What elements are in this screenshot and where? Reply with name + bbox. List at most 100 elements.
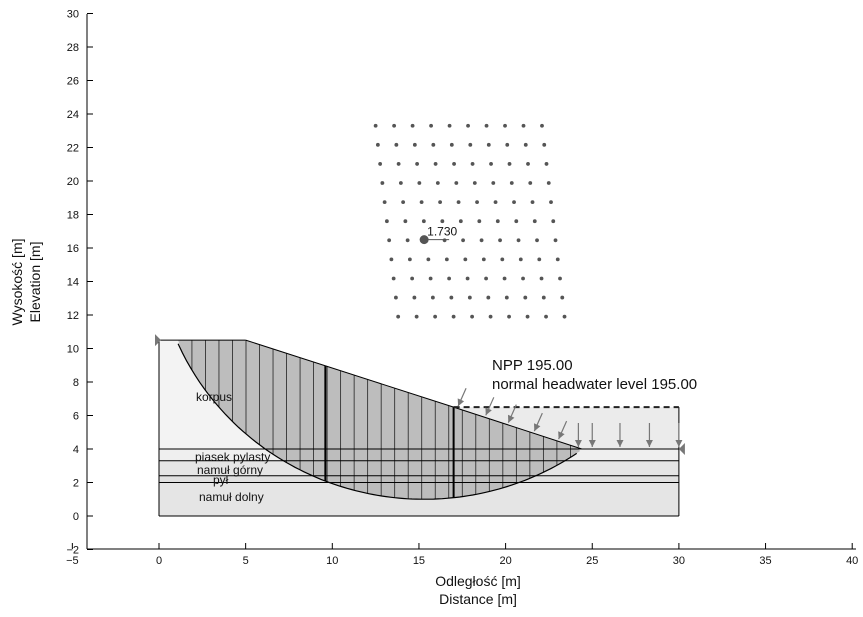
dam-cross-section bbox=[155, 334, 685, 517]
y-tick-label: −2 bbox=[66, 545, 79, 557]
grid-center-point bbox=[398, 181, 403, 185]
load-arrow-head bbox=[675, 440, 683, 447]
load-arrow-head bbox=[534, 423, 541, 432]
grid-center-point bbox=[410, 123, 415, 128]
grid-center-point bbox=[500, 257, 505, 262]
y-axis-label-pl: Wysokość [m] bbox=[9, 239, 25, 326]
grid-center-point bbox=[512, 200, 516, 205]
grid-center-point bbox=[396, 314, 401, 319]
grid-center-point bbox=[461, 238, 465, 243]
grid-center-point bbox=[558, 276, 562, 281]
grid-center-point bbox=[472, 181, 477, 185]
grid-center-point bbox=[523, 142, 528, 147]
grid-center-point bbox=[380, 181, 385, 185]
grid-center-point bbox=[504, 295, 509, 300]
grid-center-point bbox=[479, 238, 484, 243]
layer-label-namul-dolny: namuł dolny bbox=[199, 490, 264, 504]
grid-center-point bbox=[484, 123, 489, 128]
load-arrow-head bbox=[574, 440, 582, 447]
y-tick-label: 24 bbox=[67, 109, 79, 121]
grid-center-point bbox=[481, 257, 486, 262]
x-tick-label: 10 bbox=[326, 555, 338, 567]
y-tick-label: 2 bbox=[73, 478, 79, 490]
grid-center-point bbox=[555, 257, 560, 262]
grid-center-point bbox=[470, 314, 474, 319]
grid-center-point bbox=[429, 123, 433, 128]
boundary-marker bbox=[155, 334, 161, 347]
load-arrow-head bbox=[645, 440, 653, 447]
y-tick-label: 10 bbox=[67, 344, 79, 356]
grid-center-point bbox=[539, 276, 544, 281]
grid-center-point bbox=[498, 238, 502, 243]
x-tick-label: 0 bbox=[156, 555, 162, 567]
grid-center-point bbox=[452, 162, 456, 166]
grid-center-point bbox=[414, 314, 419, 319]
grid-center-point bbox=[417, 181, 422, 185]
grid-center-point bbox=[495, 219, 500, 224]
water-load-arrows bbox=[457, 388, 683, 447]
grid-center-point bbox=[526, 162, 530, 166]
x-tick-label: 35 bbox=[759, 555, 771, 567]
grid-center-point bbox=[477, 219, 482, 224]
grid-center-point bbox=[486, 142, 491, 147]
boundary-line bbox=[245, 339, 454, 408]
grid-center-point bbox=[470, 162, 475, 166]
grid-center-point bbox=[546, 181, 551, 185]
load-arrow-head bbox=[485, 407, 492, 416]
grid-center-point bbox=[419, 200, 424, 205]
grid-center-point bbox=[421, 219, 426, 224]
y-tick-label: 14 bbox=[67, 277, 79, 289]
grid-center-point bbox=[454, 181, 459, 185]
grid-center-point bbox=[384, 219, 389, 224]
grid-center-point bbox=[412, 295, 417, 300]
slip-surface-arc bbox=[177, 343, 578, 500]
grid-center-point bbox=[394, 295, 398, 300]
grid-center-point bbox=[528, 181, 533, 185]
y-tick-label: 4 bbox=[73, 444, 79, 456]
y-tick-label: 18 bbox=[67, 210, 79, 222]
grid-center-point bbox=[412, 142, 417, 147]
slip-center-grid bbox=[373, 123, 567, 319]
load-arrow-head bbox=[558, 431, 565, 440]
grid-center-point bbox=[438, 200, 442, 205]
grid-center-point bbox=[430, 295, 435, 300]
load-arrow-head bbox=[457, 398, 465, 407]
grid-center-point bbox=[465, 276, 470, 281]
grid-center-point bbox=[442, 238, 447, 243]
grid-center-point bbox=[544, 162, 549, 166]
grid-center-point bbox=[537, 257, 542, 262]
layer-label-korpus: korpus bbox=[196, 390, 232, 404]
y-tick-label: 26 bbox=[67, 76, 79, 88]
y-tick-label: 28 bbox=[67, 42, 79, 54]
grid-center-point bbox=[407, 257, 412, 262]
x-axis-label-pl: Odległość [m] bbox=[435, 573, 521, 589]
grid-center-point bbox=[493, 200, 498, 205]
grid-center-point bbox=[394, 142, 399, 147]
grid-center-point bbox=[389, 257, 394, 262]
y-tick-label: 16 bbox=[67, 243, 79, 255]
grid-center-point bbox=[544, 314, 548, 319]
grid-center-point bbox=[440, 219, 445, 224]
grid-center-point bbox=[451, 314, 456, 319]
y-tick-label: 22 bbox=[67, 143, 79, 155]
grid-center-point bbox=[507, 162, 512, 166]
grid-center-point bbox=[405, 238, 410, 243]
grid-center-point bbox=[503, 123, 507, 128]
grid-center-point bbox=[553, 238, 558, 243]
grid-center-point bbox=[444, 257, 449, 262]
grid-center-point bbox=[392, 123, 397, 128]
grid-center-point bbox=[466, 123, 470, 128]
load-arrow-head bbox=[588, 440, 596, 447]
grid-center-point bbox=[518, 257, 523, 262]
grid-center-point bbox=[484, 276, 488, 281]
grid-center-point bbox=[467, 295, 472, 300]
slice-lines bbox=[191, 340, 571, 500]
grid-center-point bbox=[382, 200, 387, 205]
load-arrow-head bbox=[508, 414, 515, 423]
grid-center-point bbox=[530, 200, 535, 205]
boundary-line bbox=[453, 406, 583, 450]
grid-center-point bbox=[516, 238, 521, 243]
boundary-marker bbox=[678, 443, 685, 455]
grid-center-point bbox=[560, 295, 565, 300]
grid-center-point bbox=[433, 314, 438, 319]
